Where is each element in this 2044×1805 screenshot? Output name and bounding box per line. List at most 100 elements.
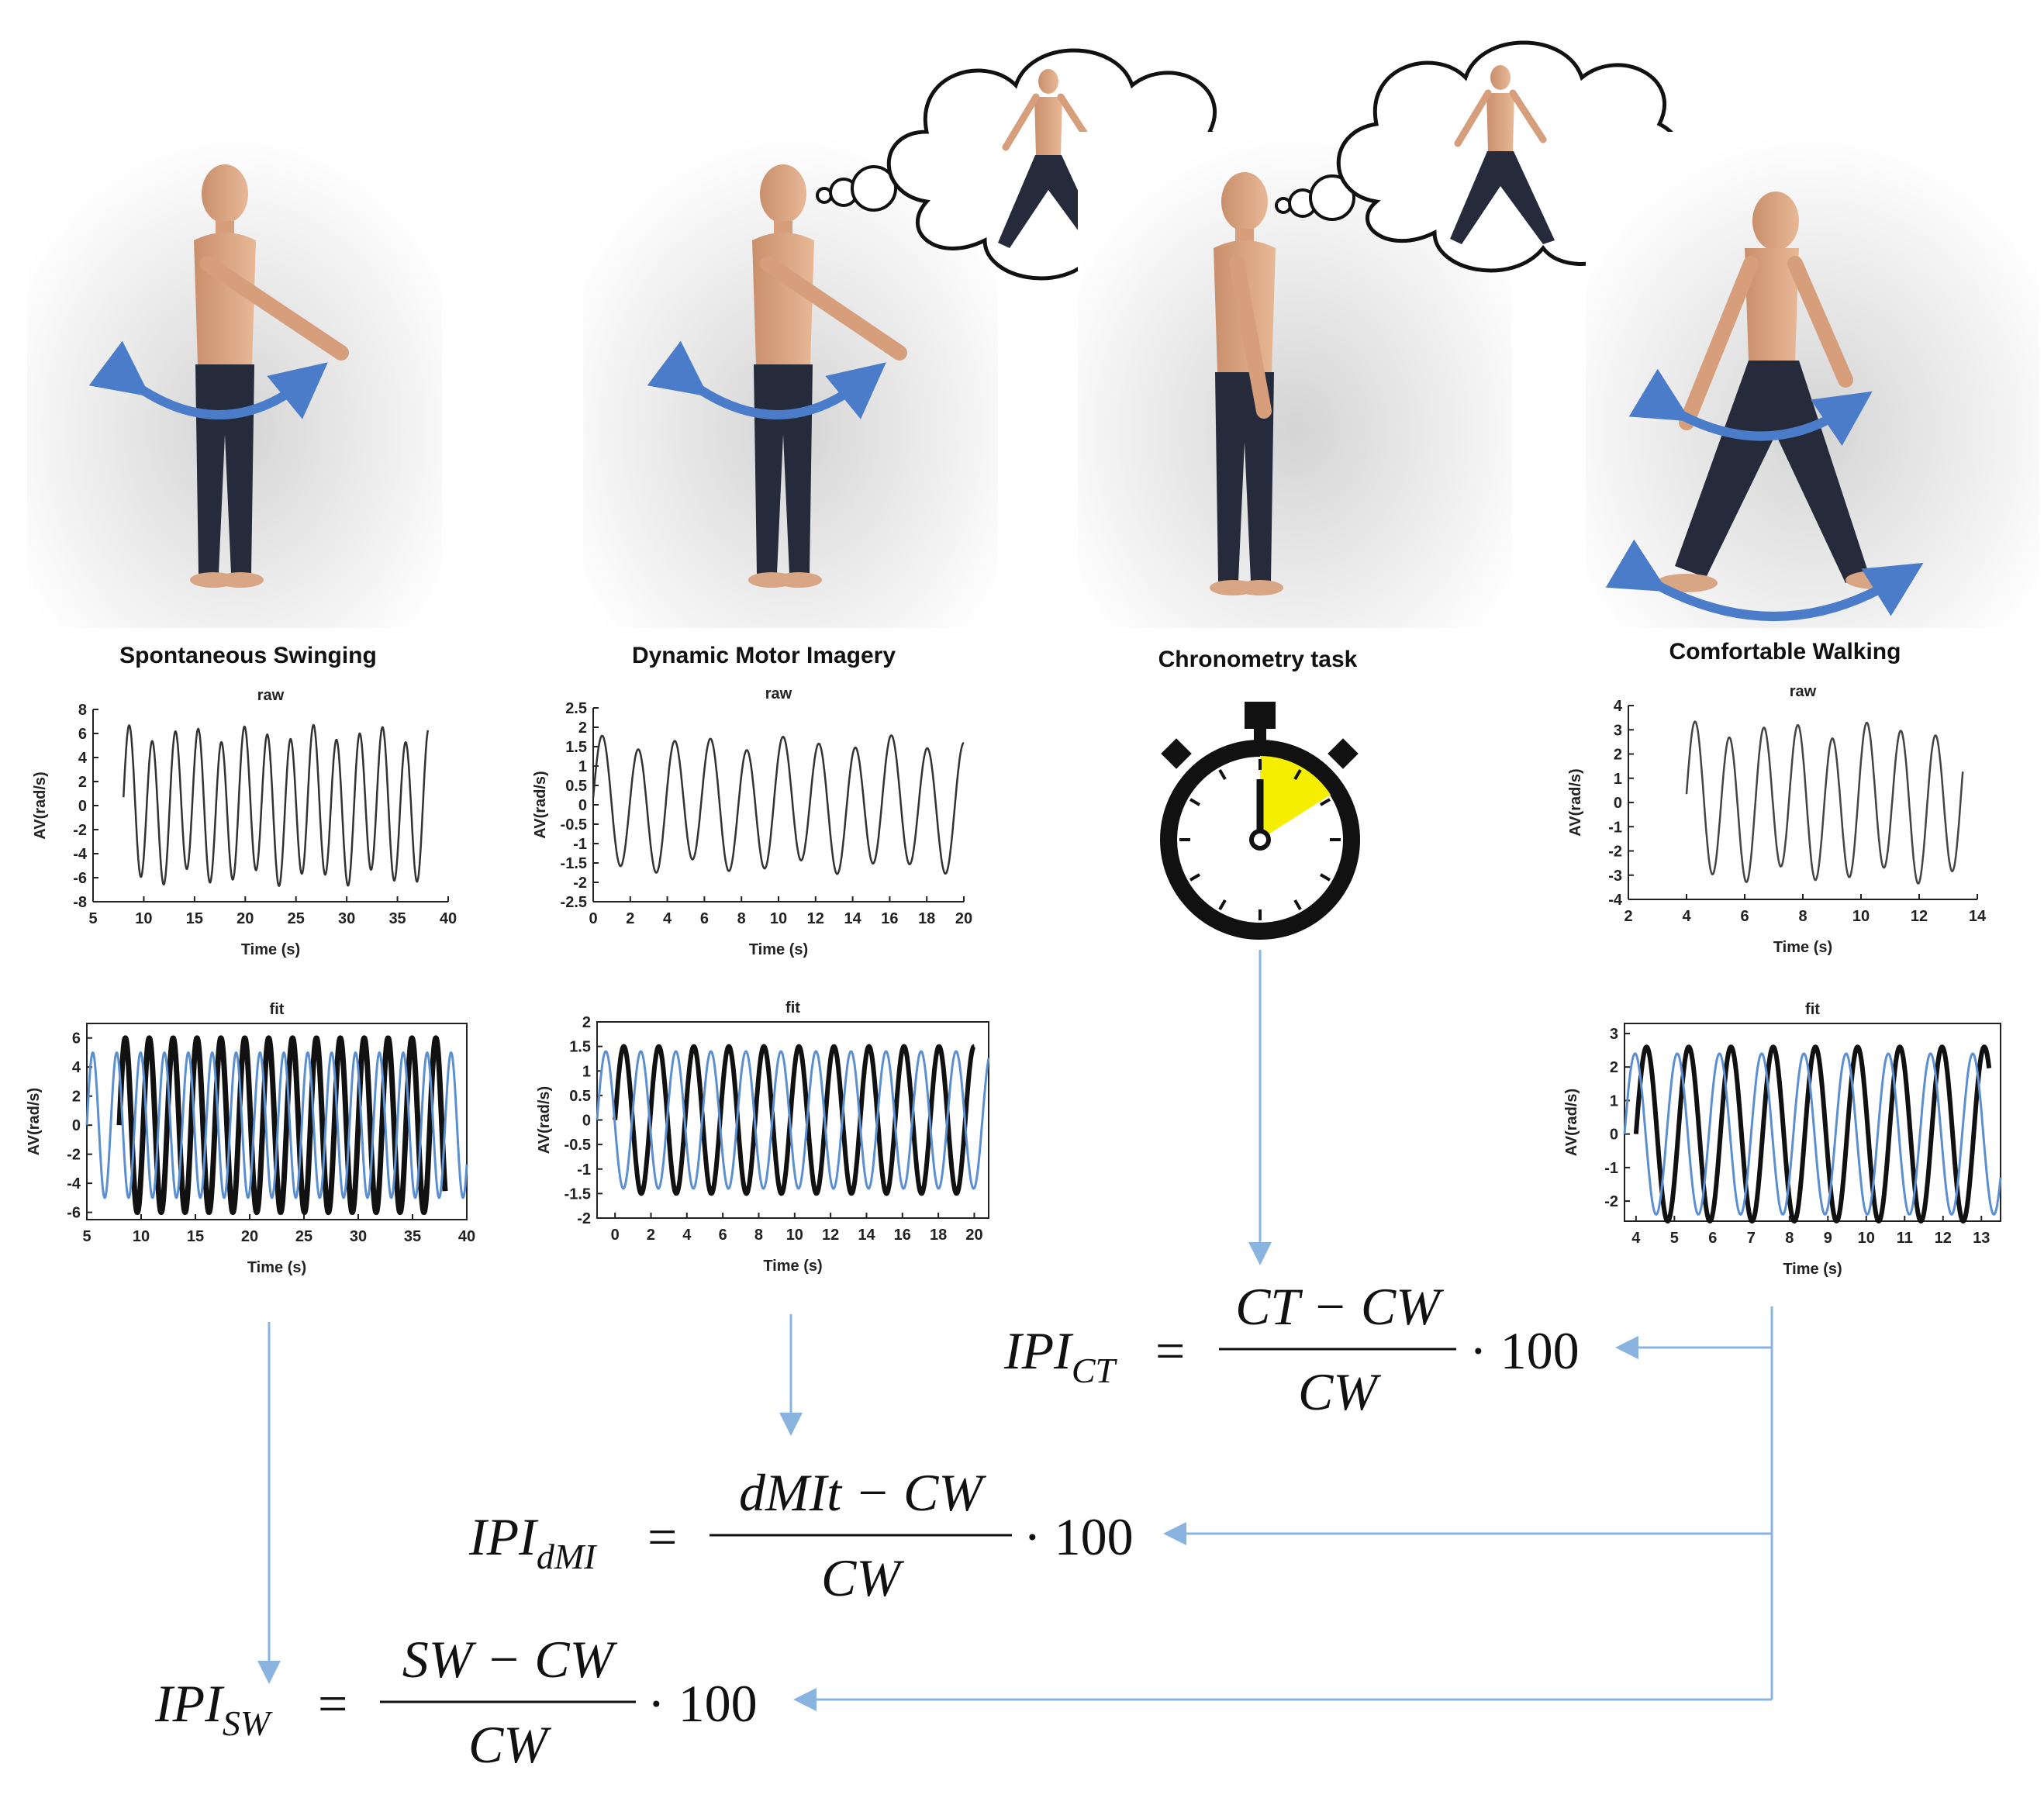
y-tick-label: -4 [1608,892,1623,909]
y-tick-label: 4 [78,750,88,767]
y-tick-label: 1.5 [569,1039,591,1056]
series-line [1623,1052,2002,1216]
y-tick-label: 0 [72,1117,81,1134]
panel-title: Spontaneous Swinging [119,643,377,668]
x-tick-label: 12 [822,1227,839,1244]
x-tick-label: 8 [1798,908,1807,925]
chart-title: raw [765,685,792,702]
y-tick-label: -2 [67,1147,81,1164]
x-tick-label: 4 [663,910,672,927]
series-line [1685,720,1964,885]
y-axis-label: AV(rad/s) [1567,768,1584,836]
svg-text:=: = [318,1674,347,1733]
x-tick-label: 18 [930,1227,947,1244]
x-tick-label: 15 [186,910,203,927]
equation-subscript: SW [223,1703,273,1743]
equation-lhs: IPI [1003,1321,1074,1380]
x-tick-label: 10 [786,1227,803,1244]
x-tick-label: 9 [1824,1230,1832,1247]
x-tick-label: 20 [955,910,972,927]
chart-title: fit [270,1001,285,1018]
y-tick-label: -0.5 [561,816,587,833]
chart-dmi-fit: 0 2 4 6 8 10 12 14 16 18 20 2 1.5 1 0.5 0 -0.5 -1 -1.5 -2 fi… [536,999,990,1275]
x-axis-label: Time (s) [763,1258,822,1275]
chart-title: fit [1805,1001,1820,1018]
x-tick-label: 12 [1935,1230,1952,1247]
y-tick-label: -2 [573,875,587,892]
arm-swing-arrow-icon [647,340,886,419]
standing-person-figure [748,164,907,588]
y-tick-label: -4 [73,846,88,863]
equation-subscript: dMI [537,1537,598,1576]
y-tick-label: 8 [78,702,87,719]
y-axis-label: AV(rad/s) [32,771,49,839]
equation-ipi-ct: IPICT = CT − CW CW · 100 [1003,1277,1580,1421]
y-tick-label: 0 [578,797,587,814]
y-tick-label: 6 [72,1030,81,1047]
equation-factor: · 100 [1469,1321,1580,1380]
y-tick-label: 4 [72,1059,81,1076]
y-tick-label: 1 [578,758,587,775]
x-tick-label: 35 [388,910,406,927]
x-tick-label: 8 [754,1227,763,1244]
stopwatch-icon [1160,702,1360,940]
panel-comfortable-walking: Comfortable Walking [1586,132,2039,664]
y-tick-label: 0.5 [565,778,587,795]
x-tick-label: 10 [133,1228,150,1245]
y-tick-label: 2 [582,1014,591,1031]
x-tick-label: 0 [611,1227,620,1244]
x-tick-label: 4 [682,1227,692,1244]
x-tick-label: 10 [1858,1230,1875,1247]
panel-title: Dynamic Motor Imagery [632,643,896,668]
x-tick-label: 15 [187,1228,204,1245]
x-tick-label: 11 [1897,1230,1913,1247]
x-tick-label: 5 [82,1228,91,1245]
y-tick-label: -8 [73,894,87,911]
y-tick-label: -2 [1608,844,1622,861]
svg-text:IPIdMI: IPIdMI [468,1507,598,1576]
x-tick-label: 7 [1747,1230,1756,1247]
x-tick-label: 25 [288,910,305,927]
y-tick-label: -2 [577,1210,591,1227]
x-tick-label: 6 [700,910,709,927]
y-tick-label: -1 [573,836,587,853]
svg-text:IPISW: IPISW [154,1674,273,1743]
y-axis-label: AV(rad/s) [532,771,549,838]
x-tick-label: 14 [858,1227,875,1244]
chart-title: raw [1790,683,1817,700]
x-tick-label: 6 [1708,1230,1717,1247]
x-tick-label: 20 [965,1227,982,1244]
x-axis-label: Time (s) [241,941,300,958]
equation-factor: · 100 [647,1674,758,1733]
equation-numerator: SW − CW [402,1630,618,1689]
x-tick-label: 14 [844,910,861,927]
y-tick-label: 2 [1610,1059,1618,1076]
equation-numerator: dMIt − CW [739,1463,986,1522]
arm-swing-arrow-icon [1628,368,1873,447]
series-line [85,1051,468,1199]
series-line [116,1035,448,1216]
y-tick-label: -2.5 [561,894,587,911]
y-tick-label: 0 [1614,795,1622,812]
chart-title: fit [785,999,800,1016]
equation-lhs: IPI [468,1507,539,1566]
series-line [596,1050,990,1190]
series-line [123,723,430,887]
y-tick-label: -1 [577,1161,591,1179]
x-tick-label: 14 [1969,908,1987,925]
equation-denominator: CW [821,1548,904,1607]
y-tick-label: 1 [1610,1092,1618,1110]
x-axis-label: Time (s) [247,1259,306,1276]
y-tick-label: 6 [78,726,87,743]
x-tick-label: 2 [626,910,634,927]
x-tick-label: 16 [881,910,898,927]
x-tick-label: 12 [1911,908,1928,925]
x-axis-label: Time (s) [1783,1261,1842,1278]
equation-denominator: CW [1298,1362,1381,1421]
render-background [1586,132,2039,628]
series-line [613,1044,976,1196]
y-tick-label: 2.5 [565,700,587,717]
x-tick-label: 20 [237,910,254,927]
